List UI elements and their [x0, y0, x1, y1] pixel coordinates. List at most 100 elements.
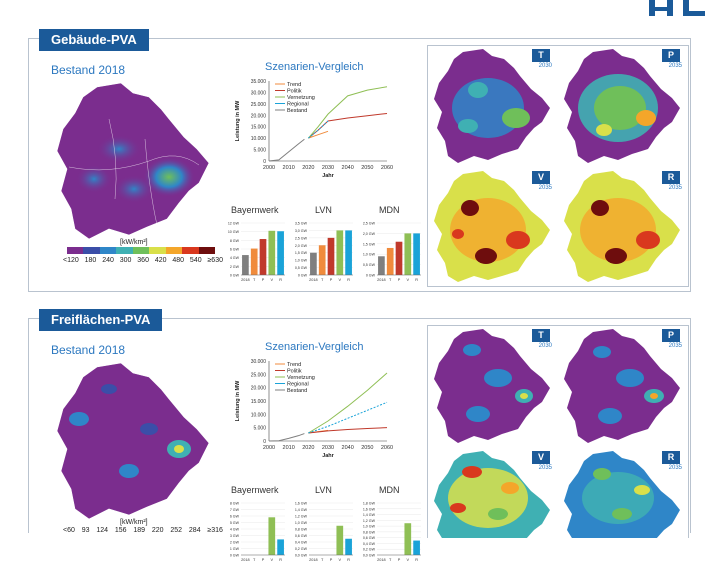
- x-tick-label: 2000: [263, 445, 275, 451]
- series-line-regional: [308, 120, 329, 139]
- y-tick-label: 5.000: [253, 426, 266, 432]
- bar-2018: [310, 252, 317, 275]
- bar-r: [345, 538, 352, 555]
- series-line-trend: [308, 130, 329, 139]
- y-tick-label: 20.000: [251, 113, 267, 119]
- y-tick-label: 3 GW: [230, 534, 240, 538]
- scenario-badge: T: [532, 49, 550, 62]
- legend-tick: 360: [137, 257, 149, 264]
- y-tick-label: 30.000: [251, 359, 267, 365]
- bar-t: [386, 247, 394, 275]
- bar-2018: [242, 255, 249, 275]
- y-tick-label: 1,0 GW: [363, 525, 376, 529]
- y-tick-label: 0,8 GW: [295, 528, 308, 532]
- y-tick-label: 15.000: [251, 399, 267, 405]
- x-tick-label: T: [321, 278, 324, 282]
- legend-entry: Trend: [287, 362, 301, 368]
- legend-unit: [kW/km²]: [120, 519, 148, 526]
- y-tick-label: 2,5 GW: [295, 236, 308, 240]
- x-tick-label: 2040: [342, 445, 354, 451]
- y-tick-label: 0,0 GW: [363, 554, 376, 558]
- scenario-map-r: R 2035: [558, 168, 686, 286]
- y-tick-label: 0: [263, 439, 266, 445]
- x-tick-label: T: [253, 558, 256, 562]
- scenario-year: 2030: [538, 63, 552, 69]
- x-tick-label: T: [389, 558, 392, 562]
- x-tick-label: 2000: [263, 165, 275, 171]
- bar-chart-bayernwerk: 0 GW 2 GW 4 GW 6 GW 8 GW 10 GW 12 GW 2018 T P V R: [219, 221, 289, 292]
- x-tick-label: T: [321, 558, 324, 562]
- legend-entry: Trend: [287, 82, 301, 88]
- y-tick-label: 0: [263, 159, 266, 165]
- x-tick-label: 2030: [322, 165, 334, 171]
- x-tick-label: T: [253, 278, 256, 282]
- bar-title: LVN: [315, 205, 332, 215]
- bavaria-map-bestand: [56, 82, 210, 240]
- scenario-map-v: V 2035: [428, 448, 556, 538]
- legend-color-bar: [67, 247, 215, 254]
- x-tick-label: V: [339, 558, 342, 562]
- y-tick-label: 0 GW: [366, 274, 376, 278]
- y-tick-label: 5.000: [253, 148, 266, 154]
- bavaria-mini-map: [564, 451, 680, 538]
- legend-tick: ≥630: [207, 257, 223, 264]
- bar-r: [277, 539, 284, 555]
- scenario-badge: R: [662, 451, 680, 464]
- scenario-year: 2035: [668, 185, 682, 191]
- scenario-year: 2035: [668, 343, 682, 349]
- x-tick-label: 2010: [283, 165, 295, 171]
- series-line-bestand: [268, 138, 305, 162]
- panel-tab: Gebäude-PVA: [39, 29, 149, 51]
- legend-tick-labels: <60 93 124 156 189 220 252 284 ≥316: [63, 527, 223, 534]
- x-tick-label: P: [262, 278, 265, 282]
- y-tick-label: 7 GW: [230, 508, 240, 512]
- bar-r: [413, 540, 420, 555]
- y-tick-label: 0,8 GW: [363, 530, 376, 534]
- y-tick-label: 0,4 GW: [295, 541, 308, 545]
- y-tick-label: 2 GW: [230, 265, 240, 269]
- scenario-badge: R: [662, 171, 680, 184]
- y-tick-label: 30.000: [251, 90, 267, 96]
- bavaria-mini-map: [434, 451, 550, 538]
- y-tick-label: 1,6 GW: [295, 502, 308, 506]
- bestand-title: Bestand 2018: [51, 343, 126, 357]
- y-tick-label: 1 GW: [230, 547, 240, 551]
- bar-v: [268, 230, 276, 275]
- bar-chart-mdn: 0,0 GW 0,2 GW 0,4 GW 0,6 GW 0,8 GW 1,0 GW 1,2 …: [355, 501, 425, 572]
- panel-gebaeude: Gebäude-PVA Bestand 2018 [kW/km²] <120 1…: [28, 29, 691, 292]
- scenario-year: 2035: [668, 465, 682, 471]
- x-tick-label: 2050: [361, 445, 373, 451]
- y-tick-label: 1,5 GW: [363, 242, 376, 246]
- y-tick-label: 0 GW: [230, 554, 240, 558]
- y-tick-label: 3,5 GW: [295, 222, 308, 226]
- bar-p: [395, 241, 403, 275]
- y-tick-label: 0,0 GW: [295, 554, 308, 558]
- legend-tick: <60: [63, 527, 75, 534]
- y-tick-label: 1,0 GW: [295, 259, 308, 263]
- bar-v: [404, 523, 412, 555]
- x-tick-label: R: [279, 278, 282, 282]
- bar-title: LVN: [315, 485, 332, 495]
- y-tick-label: 0,5 GW: [295, 266, 308, 270]
- bar-chart-lvn: 0,0 GW 0,2 GW 0,4 GW 0,6 GW 0,8 GW 1,0 GW 1,2 …: [287, 501, 357, 572]
- legend-entry: Regional: [287, 102, 309, 108]
- panel-freiflaechen: Freiflächen-PVA Bestand 2018 [kW/km²] <6…: [28, 309, 691, 562]
- bar-chart-bayernwerk: 0 GW 1 GW 2 GW 3 GW 4 GW 5 GW 6 GW 7 GW 8 GW 2018…: [219, 501, 289, 572]
- bar-r: [277, 231, 284, 275]
- legend-tick: 300: [119, 257, 132, 264]
- scenario-map-grid: T 2030 P 2035 V 2035: [427, 45, 689, 287]
- x-tick-label: R: [415, 278, 418, 282]
- legend-entry: Bestand: [287, 388, 307, 394]
- y-tick-label: 0,6 GW: [295, 534, 308, 538]
- series-line-politik: [308, 427, 388, 434]
- x-tick-label: V: [271, 558, 274, 562]
- legend-tick: 220: [151, 527, 164, 534]
- scenario-year: 2030: [538, 343, 552, 349]
- y-tick-label: 20.000: [251, 386, 267, 392]
- bar-r: [345, 230, 352, 275]
- y-tick-label: 15.000: [251, 125, 267, 131]
- x-tick-label: R: [279, 558, 282, 562]
- bavaria-mini-map: [564, 329, 680, 443]
- y-tick-label: 2,5 GW: [363, 222, 376, 226]
- legend-tick: 284: [188, 527, 201, 534]
